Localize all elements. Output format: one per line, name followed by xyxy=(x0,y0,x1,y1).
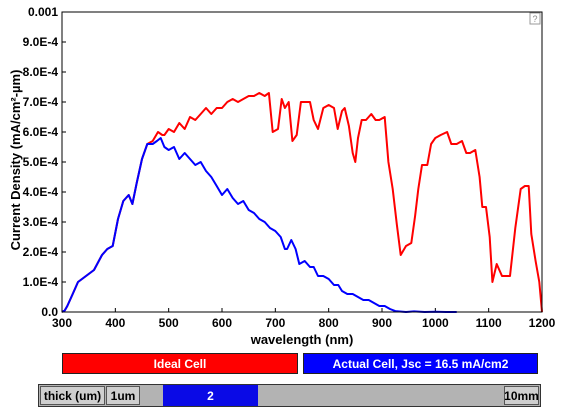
y-tick-label: 1.0E-4 xyxy=(23,275,59,289)
thickness-label: thick (um) xyxy=(40,386,105,405)
y-tick-label: 7.0E-4 xyxy=(23,95,59,109)
x-tick-label: 1200 xyxy=(529,316,556,330)
x-tick-label: 800 xyxy=(319,316,339,330)
y-tick-label: 8.0E-4 xyxy=(23,65,59,79)
ideal-cell-toggle[interactable]: Ideal Cell xyxy=(62,353,298,374)
y-tick-label: 9.0E-4 xyxy=(23,35,59,49)
y-tick-label: 6.0E-4 xyxy=(23,125,59,139)
y-axis-ticks: 0.0 1.0E-4 2.0E-4 3.0E-4 4.0E-4 5.0E-4 6.0E-4 7… xyxy=(23,5,66,319)
x-tick-label: 700 xyxy=(265,316,285,330)
thickness-min-button[interactable]: 1um xyxy=(106,386,140,405)
x-tick-label: 300 xyxy=(52,316,72,330)
x-tick-label: 900 xyxy=(372,316,392,330)
thickness-max-button[interactable]: 10mm xyxy=(504,386,539,405)
y-tick-label: 5.0E-4 xyxy=(23,155,59,169)
y-tick-label: 2.0E-4 xyxy=(23,245,59,259)
x-tick-label: 600 xyxy=(212,316,232,330)
y-axis-title: Current Density (mA/cm²-µm) xyxy=(8,70,23,251)
svg-text:?: ? xyxy=(532,14,537,24)
x-tick-label: 500 xyxy=(159,316,179,330)
help-icon[interactable]: ? xyxy=(529,12,541,25)
y-tick-label: 4.0E-4 xyxy=(23,185,59,199)
series-layer xyxy=(61,92,543,313)
x-axis-ticks: 300 400 500 600 700 800 900 1000 1100 1200 xyxy=(52,308,556,330)
y-tick-label: 0.0 xyxy=(41,305,58,319)
x-tick-label: 1100 xyxy=(476,316,502,330)
ideal-cell-line xyxy=(61,92,543,313)
thickness-slider-thumb[interactable]: 2 xyxy=(163,385,258,406)
x-tick-label: 1000 xyxy=(422,316,449,330)
x-tick-label: 400 xyxy=(105,316,125,330)
actual-cell-toggle[interactable]: Actual Cell, Jsc = 16.5 mA/cm2 xyxy=(303,353,538,374)
x-axis-title: wavelength (nm) xyxy=(250,332,354,347)
spectral-response-chart: 0.0 1.0E-4 2.0E-4 3.0E-4 4.0E-4 5.0E-4 6.0E-4 7… xyxy=(8,5,556,347)
plot-frame xyxy=(61,11,543,313)
y-tick-label: 0.001 xyxy=(28,5,58,19)
y-tick-label: 3.0E-4 xyxy=(23,215,59,229)
actual-cell-line xyxy=(61,137,457,313)
thickness-slider[interactable]: thick (um) 1um 2 10mm xyxy=(38,384,541,407)
